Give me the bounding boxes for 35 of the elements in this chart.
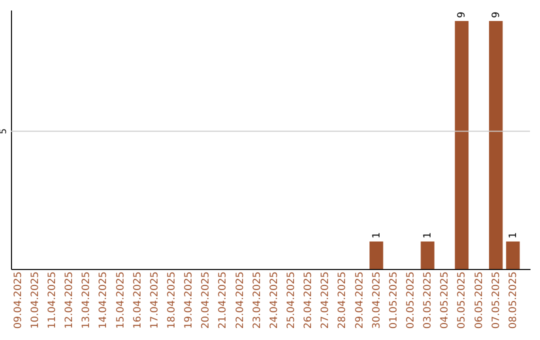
x-tick-label: 16.04.2025 xyxy=(132,272,144,329)
x-tick-label: 05.05.2025 xyxy=(456,272,468,329)
x-tick-label: 26.04.2025 xyxy=(303,272,314,329)
data-label: 1 xyxy=(508,232,519,238)
x-tick-label: 28.04.2025 xyxy=(337,272,348,329)
x-tick-label: 06.05.2025 xyxy=(474,272,485,329)
x-tick-label: 19.04.2025 xyxy=(184,272,195,329)
x-tick-label: 18.04.2025 xyxy=(166,272,178,329)
x-tick-label: 03.05.2025 xyxy=(422,272,434,329)
data-label: 1 xyxy=(371,232,382,238)
x-tick-label: 04.05.2025 xyxy=(440,272,451,329)
x-tick-label: 20.04.2025 xyxy=(200,272,212,329)
x-tick-label: 09.04.2025 xyxy=(12,272,24,329)
x-tick-label: 10.04.2025 xyxy=(30,272,41,329)
x-tick-label: 23.04.2025 xyxy=(252,272,263,329)
x-tick-label: 02.05.2025 xyxy=(405,272,416,329)
x-tick-label: 17.04.2025 xyxy=(149,272,160,329)
x-tick-label: 07.05.2025 xyxy=(490,272,502,329)
data-label: 1 xyxy=(422,232,434,238)
x-tick-label: 27.04.2025 xyxy=(320,272,332,329)
x-tick-label: 15.04.2025 xyxy=(115,272,126,329)
x-tick-label: 21.04.2025 xyxy=(218,272,229,329)
x-tick-label: 14.04.2025 xyxy=(98,272,110,329)
data-label: 9 xyxy=(490,12,502,18)
x-tick-label: 22.04.2025 xyxy=(234,272,246,329)
x-tick-label: 13.04.2025 xyxy=(81,272,92,329)
x-tick-label: 12.04.2025 xyxy=(64,272,76,329)
x-tick-label: 11.04.2025 xyxy=(46,272,58,329)
x-tick-label: 01.05.2025 xyxy=(388,272,400,329)
x-tick-label: 25.04.2025 xyxy=(286,272,297,329)
data-label: 9 xyxy=(456,12,468,18)
x-tick-label: 08.05.2025 xyxy=(508,272,519,329)
x-tick-label: 29.04.2025 xyxy=(354,272,366,329)
x-tick-label: 24.04.2025 xyxy=(268,272,280,329)
x-tick-label: 30.04.2025 xyxy=(371,272,382,329)
